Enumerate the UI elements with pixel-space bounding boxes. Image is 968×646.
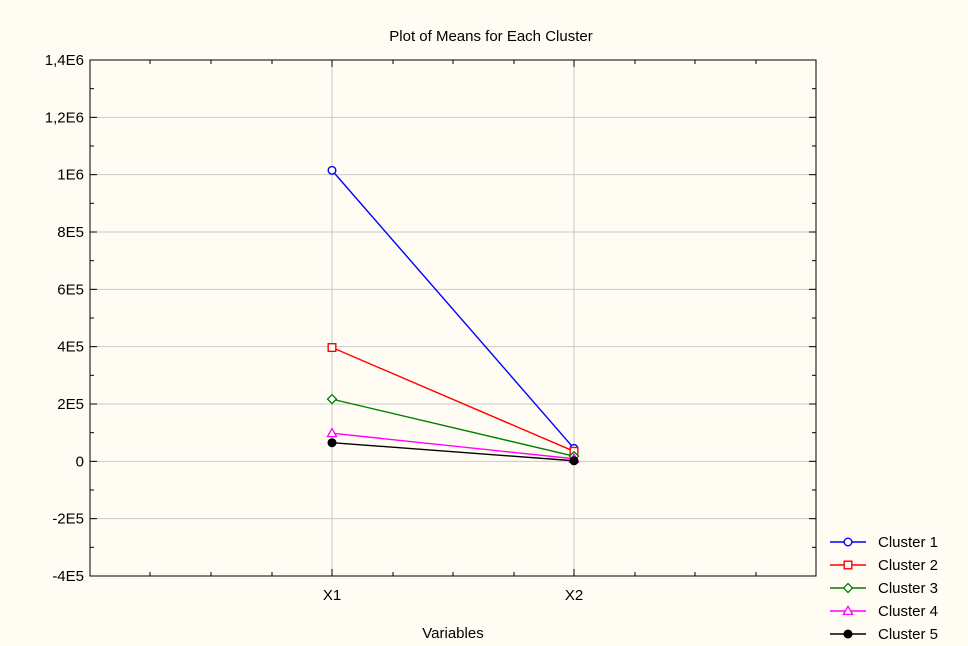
data-point <box>327 343 337 353</box>
y-tick-label: 1,4E6 <box>45 52 84 69</box>
legend-label: Cluster 4 <box>878 603 938 620</box>
series-3 <box>326 393 580 462</box>
chart-title: Plot of Means for Each Cluster <box>389 28 592 45</box>
axis-ticks: 1,4E6 1,2E6 1E6 8E5 6E5 4E5 2E5 0 -2E5 -4E5 X1 X2 <box>45 52 816 604</box>
x-tick-label: X2 <box>565 587 583 604</box>
y-tick-label: 1E6 <box>57 167 84 184</box>
y-tick-label: 4E5 <box>57 339 84 356</box>
data-point <box>326 393 338 405</box>
legend-entry-1: Cluster 1 <box>830 534 938 551</box>
series-line <box>331 169 575 449</box>
data-point <box>843 537 853 547</box>
legend-entry-4: Cluster 4 <box>830 603 938 620</box>
y-tick-label: 8E5 <box>57 224 84 241</box>
x-tick-label: X1 <box>323 587 341 604</box>
data-point <box>326 427 338 438</box>
y-tick-label: 1,2E6 <box>45 109 84 126</box>
legend: Cluster 1 Cluster 2 Cluster 3 Cluster 4 Clus… <box>830 534 938 643</box>
data-point <box>569 456 579 466</box>
series-line <box>331 442 575 462</box>
legend-entry-5: Cluster 5 <box>830 626 938 643</box>
data-point <box>843 560 853 570</box>
series-line <box>331 432 575 460</box>
y-tick-label: 0 <box>76 453 84 470</box>
legend-label: Cluster 1 <box>878 534 938 551</box>
data-point <box>327 165 337 175</box>
legend-label: Cluster 3 <box>878 580 938 597</box>
y-tick-label: 2E5 <box>57 396 84 413</box>
series-line <box>331 398 575 457</box>
series-line <box>331 346 575 452</box>
data-point <box>842 605 854 616</box>
legend-label: Cluster 5 <box>878 626 938 643</box>
series-2 <box>327 343 579 456</box>
x-axis-label: Variables <box>422 625 483 642</box>
y-tick-label: 6E5 <box>57 281 84 298</box>
y-tick-label: -4E5 <box>52 568 84 585</box>
gridlines <box>90 60 816 576</box>
data-point <box>327 438 337 448</box>
data-point <box>842 582 854 594</box>
series-layer <box>326 165 580 466</box>
series-5 <box>327 438 579 466</box>
plot-area <box>89 59 817 577</box>
legend-entry-2: Cluster 2 <box>830 557 938 574</box>
y-tick-label: -2E5 <box>52 511 84 528</box>
legend-label: Cluster 2 <box>878 557 938 574</box>
series-1 <box>327 165 579 453</box>
data-point <box>843 629 853 639</box>
legend-entry-3: Cluster 3 <box>830 580 938 597</box>
